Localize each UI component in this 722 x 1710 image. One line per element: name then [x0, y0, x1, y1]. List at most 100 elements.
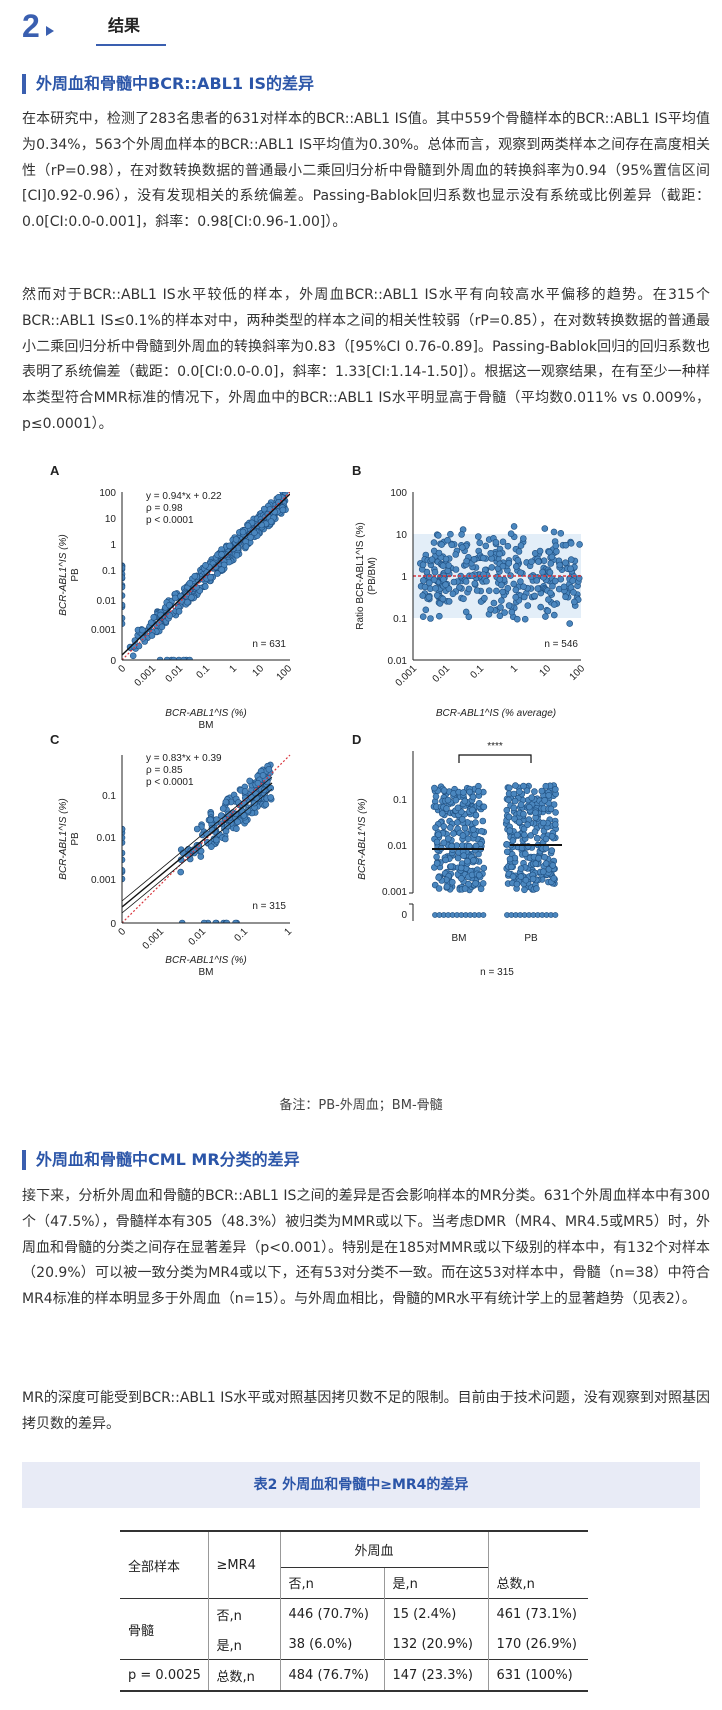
data-point — [157, 611, 164, 619]
data-point — [539, 819, 547, 827]
data-point — [454, 854, 462, 862]
svg-text:****: **** — [487, 741, 503, 752]
data-point — [461, 824, 469, 832]
svg-text:ρ = 0.85: ρ = 0.85 — [146, 765, 183, 776]
data-point — [240, 812, 248, 819]
data-point — [450, 578, 458, 586]
data-point — [539, 568, 546, 576]
data-point — [542, 844, 550, 852]
svg-text:ρ = 0.98: ρ = 0.98 — [146, 503, 183, 514]
p-value: p = 0.0025 — [120, 1659, 208, 1692]
data-point — [166, 601, 173, 609]
data-point — [478, 827, 485, 835]
svg-text:0: 0 — [110, 656, 116, 667]
svg-text:PB: PB — [70, 568, 81, 582]
panel-a-letter: A — [50, 463, 60, 478]
data-point — [548, 553, 556, 561]
svg-text:(PB/BM): (PB/BM) — [367, 557, 378, 595]
data-point — [505, 602, 513, 609]
svg-text:0: 0 — [110, 919, 116, 930]
data-point — [508, 608, 516, 616]
header-yes: 是,n — [383, 1566, 488, 1599]
data-point — [537, 603, 545, 611]
data-point — [122, 834, 126, 841]
data-point — [553, 548, 560, 555]
data-point — [447, 530, 454, 538]
data-point — [545, 596, 552, 603]
data-point — [222, 798, 230, 806]
header-total: 总数,n — [487, 1567, 588, 1599]
data-point — [453, 819, 461, 826]
data-point — [191, 572, 199, 580]
data-point — [531, 788, 538, 795]
svg-text:1: 1 — [110, 540, 116, 551]
data-point — [433, 838, 441, 846]
data-point — [279, 506, 287, 514]
data-point — [525, 803, 533, 811]
data-point — [522, 876, 530, 884]
data-point — [541, 796, 549, 804]
data-point — [445, 562, 452, 569]
data-point — [233, 552, 241, 559]
data-point — [488, 564, 496, 571]
data-point — [505, 559, 513, 567]
data-point — [122, 875, 126, 883]
data-point — [435, 831, 442, 839]
data-point — [482, 542, 490, 550]
data-point — [567, 540, 575, 547]
data-point — [532, 860, 540, 867]
data-point — [497, 604, 504, 611]
data-point — [569, 577, 577, 584]
data-point — [506, 827, 514, 835]
svg-text:n = 315: n = 315 — [252, 901, 286, 912]
data-point — [462, 578, 470, 585]
data-point — [241, 788, 249, 795]
data-point — [267, 784, 275, 792]
data-point — [479, 554, 487, 562]
data-point — [254, 779, 262, 787]
data-point — [519, 535, 527, 542]
data-point — [505, 796, 512, 804]
data-point — [510, 790, 518, 798]
data-point — [490, 599, 498, 607]
svg-text:10: 10 — [396, 530, 408, 541]
data-point — [567, 556, 575, 563]
data-point — [503, 806, 511, 814]
data-point — [458, 531, 465, 538]
data-point — [431, 784, 438, 792]
data-point — [207, 573, 214, 581]
data-point — [282, 492, 287, 493]
panel-d: D 0.1 0.01 0.001 0 **** BM PB n = 315 BC… — [352, 732, 562, 978]
data-point — [474, 533, 482, 540]
data-point — [523, 787, 531, 795]
data-point — [460, 595, 467, 603]
svg-text:BM: BM — [199, 720, 214, 731]
data-point — [487, 606, 494, 613]
data-point — [504, 585, 512, 592]
data-point — [177, 856, 185, 864]
data-point — [570, 598, 578, 606]
svg-text:BM: BM — [452, 933, 467, 944]
data-point — [433, 859, 441, 867]
data-point — [459, 832, 467, 839]
data-point — [496, 576, 504, 583]
svg-text:100: 100 — [390, 488, 407, 499]
data-point — [460, 852, 468, 860]
data-point — [430, 576, 438, 583]
data-point — [457, 875, 465, 882]
data-point — [542, 613, 549, 620]
data-point — [535, 558, 542, 565]
data-point — [122, 620, 126, 627]
data-point — [499, 562, 507, 570]
svg-text:0.001: 0.001 — [91, 875, 116, 886]
data-point — [514, 557, 522, 564]
data-point — [517, 865, 525, 872]
data-point — [562, 593, 569, 601]
data-point — [435, 549, 443, 557]
data-point — [260, 505, 268, 513]
data-point — [515, 788, 523, 796]
section-number: 2 — [22, 8, 40, 44]
data-point — [532, 809, 539, 817]
data-point — [507, 530, 515, 537]
data-point — [469, 793, 477, 801]
